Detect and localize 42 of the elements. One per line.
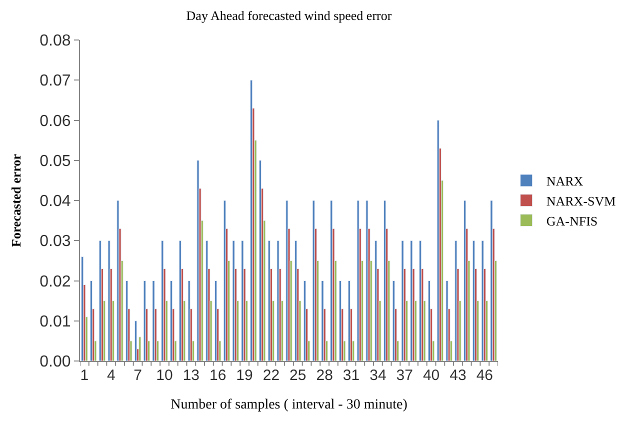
x-tick-label: 7 <box>134 367 142 384</box>
chart-title: Day Ahead forecasted wind speed error <box>186 8 392 23</box>
bar <box>108 240 110 361</box>
x-tick-label: 10 <box>156 367 173 384</box>
x-tick-label: 40 <box>422 367 440 384</box>
x-tick-label: 31 <box>342 367 360 384</box>
bar <box>188 280 190 361</box>
x-tick-label: 37 <box>396 367 413 384</box>
x-tick-label: 4 <box>106 367 116 384</box>
y-tick-label: 0.03 <box>40 233 71 250</box>
y-tick-label: 0.06 <box>40 112 71 130</box>
bar <box>152 280 155 361</box>
y-tick-label: 0.01 <box>40 313 71 330</box>
x-tick-label: 46 <box>476 367 494 384</box>
legend-label: GA-NFIS <box>546 213 598 228</box>
y-tick-label: 0.07 <box>40 72 71 90</box>
bar <box>481 240 484 361</box>
legend-label: NARX <box>546 174 584 189</box>
x-tick-label: 28 <box>316 367 333 384</box>
bar <box>401 240 404 361</box>
x-tick-label: 25 <box>290 367 306 384</box>
x-tick-label: 22 <box>262 367 280 384</box>
legend-label: NARX-SVM <box>546 193 616 208</box>
x-tick-label: 43 <box>450 367 466 384</box>
x-tick-label: 19 <box>236 367 253 384</box>
bar <box>312 200 315 361</box>
bar <box>232 240 235 361</box>
y-axis-title: Forecasted error <box>8 154 24 247</box>
bar <box>356 200 360 361</box>
x-tick-label: 1 <box>80 367 89 384</box>
y-tick-label: 0.00 <box>40 354 71 371</box>
bar <box>321 280 324 361</box>
bar <box>446 280 448 361</box>
y-tick-label: 0.08 <box>40 32 71 50</box>
x-tick-label: 16 <box>210 367 226 384</box>
y-tick-label: 0.05 <box>40 152 71 170</box>
bar <box>134 320 138 361</box>
x-tick-label: 13 <box>182 367 200 384</box>
x-tick-label: 34 <box>370 367 386 384</box>
y-tick-label: 0.02 <box>40 273 71 290</box>
y-tick-label: 0.04 <box>40 193 71 210</box>
x-axis-title: Number of samples ( interval - 30 minute) <box>170 397 408 412</box>
